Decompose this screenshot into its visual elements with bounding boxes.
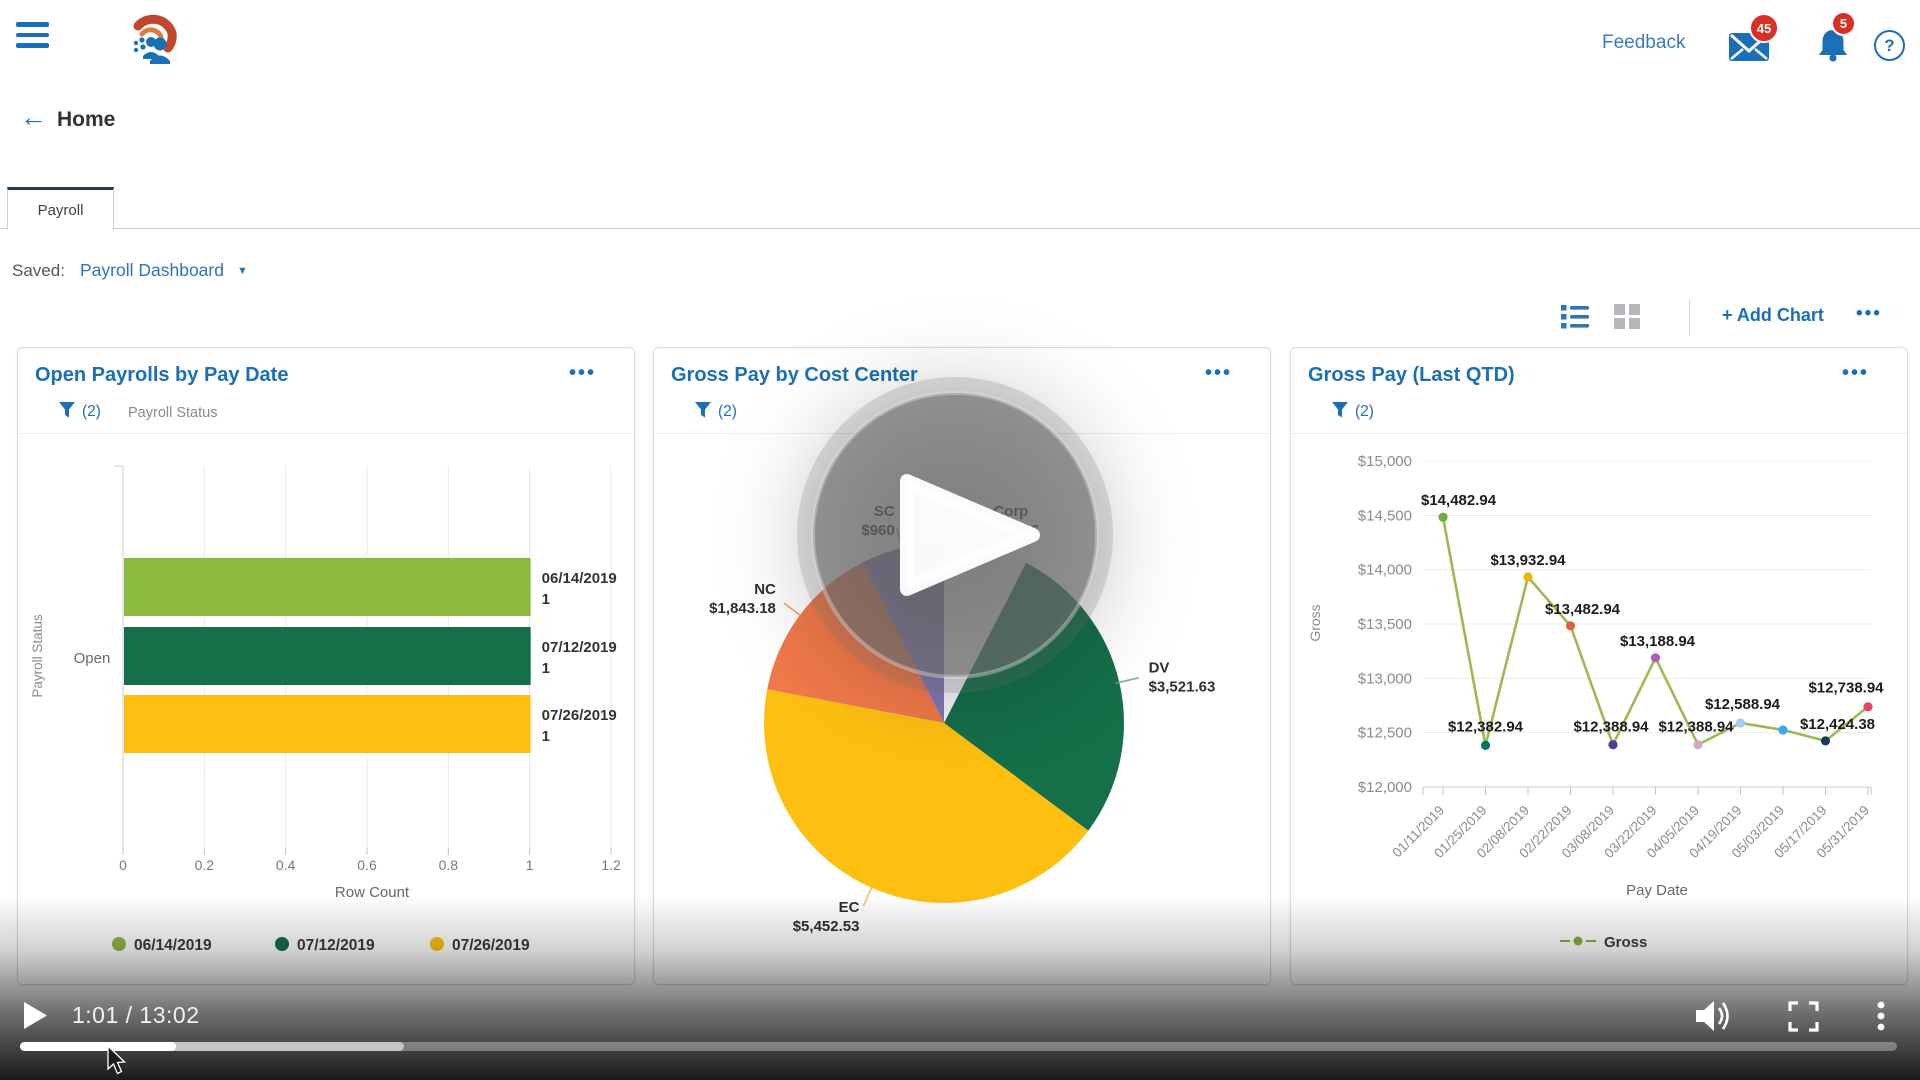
- filter-count: (2): [1355, 403, 1374, 420]
- filter-funnel-icon: [59, 402, 75, 418]
- svg-text:Open: Open: [74, 650, 111, 667]
- page-title: Home: [57, 108, 116, 131]
- messages-count-badge: 45: [1749, 13, 1779, 43]
- line-chart: $15,000 $14,500 $14,000 $13,500 $13,000 $12,5…: [1307, 453, 1884, 951]
- svg-text:$13,482.94: $13,482.94: [1545, 601, 1621, 618]
- video-progress-bar[interactable]: [20, 1042, 1897, 1051]
- svg-text:Gross: Gross: [1604, 934, 1647, 951]
- bar-chart: 0 0.2 0.4 0.6 0.8 1 1.2 06/14/2019 1 07/12/2019 1 0…: [30, 465, 621, 954]
- saved-dashboard-dropdown[interactable]: Payroll Dashboard: [80, 260, 224, 280]
- filter-count: (2): [718, 403, 737, 420]
- svg-text:1: 1: [542, 591, 550, 608]
- svg-text:$13,000: $13,000: [1358, 670, 1412, 687]
- chart-card-open-payrolls: 0 0.2 0.4 0.6 0.8 1 1.2 06/14/2019 1 07/12/2019 1 0…: [17, 347, 635, 985]
- card-more-menu[interactable]: •••: [1841, 362, 1869, 384]
- card-divider: [18, 433, 634, 434]
- svg-text:$14,500: $14,500: [1358, 507, 1412, 524]
- svg-text:1.2: 1.2: [601, 857, 621, 873]
- video-time-display: 1:01 / 13:02: [72, 1002, 200, 1028]
- hamburger-menu-icon[interactable]: [16, 22, 49, 49]
- svg-text:$12,424.38: $12,424.38: [1800, 716, 1875, 733]
- card-title: Gross Pay (Last QTD): [1308, 364, 1515, 386]
- feedback-link[interactable]: Feedback: [1602, 32, 1686, 53]
- list-view-icon[interactable]: [1561, 304, 1589, 335]
- filter-count: (2): [82, 403, 101, 420]
- svg-text:06/14/2019: 06/14/2019: [134, 937, 212, 954]
- svg-text:$12,388.94: $12,388.94: [1658, 719, 1734, 736]
- tab-payroll[interactable]: Payroll: [7, 187, 114, 230]
- card-more-menu[interactable]: •••: [568, 362, 596, 384]
- svg-text:Gross: Gross: [1307, 604, 1323, 641]
- svg-text:0.8: 0.8: [439, 857, 459, 873]
- svg-text:1: 1: [542, 728, 550, 745]
- svg-text:1: 1: [526, 857, 534, 873]
- svg-text:$12,000: $12,000: [1358, 779, 1412, 796]
- chevron-down-icon[interactable]: ▼: [237, 265, 248, 277]
- svg-text:$12,500: $12,500: [1358, 725, 1412, 742]
- svg-text:07/12/2019: 07/12/2019: [542, 639, 617, 656]
- svg-text:$5,452.53: $5,452.53: [793, 918, 860, 935]
- svg-text:$13,188.94: $13,188.94: [1620, 633, 1696, 650]
- filter-funnel-icon: [1332, 402, 1348, 418]
- mouse-cursor: [104, 1044, 130, 1080]
- toolbar-divider: [1689, 300, 1690, 336]
- svg-text:$12,738.94: $12,738.94: [1808, 680, 1884, 697]
- app-logo[interactable]: [124, 10, 180, 73]
- card-title: Open Payrolls by Pay Date: [35, 364, 289, 386]
- grid-view-icon[interactable]: [1614, 304, 1642, 335]
- svg-text:Row Count: Row Count: [335, 884, 410, 901]
- video-more-menu-icon[interactable]: [1876, 1001, 1886, 1036]
- svg-text:0.4: 0.4: [276, 857, 296, 873]
- card-divider: [1291, 433, 1907, 434]
- add-chart-button[interactable]: + Add Chart: [1722, 305, 1824, 325]
- svg-text:0: 0: [119, 857, 127, 873]
- notifications-count-badge: 5: [1831, 11, 1856, 36]
- filter-control[interactable]: (2) Payroll Status: [58, 402, 217, 424]
- notifications-bell-icon[interactable]: [1816, 27, 1850, 69]
- chart-card-gross-pay-qtd: $15,000 $14,500 $14,000 $13,500 $13,000 $12,5…: [1290, 347, 1908, 985]
- svg-text:$15,000: $15,000: [1358, 453, 1412, 470]
- filter-control[interactable]: (2): [1331, 402, 1374, 424]
- volume-icon[interactable]: [1692, 998, 1734, 1039]
- svg-text:Payroll Status: Payroll Status: [30, 614, 45, 698]
- progress-played: [20, 1042, 176, 1051]
- filter-control[interactable]: (2): [694, 402, 737, 424]
- filter-funnel-icon: [695, 402, 711, 418]
- card-more-menu[interactable]: •••: [1204, 362, 1232, 384]
- svg-text:$12,382.94: $12,382.94: [1448, 718, 1524, 735]
- fullscreen-icon[interactable]: [1788, 1001, 1819, 1037]
- svg-text:DV: DV: [1149, 660, 1170, 677]
- video-play-button-overlay[interactable]: [765, 345, 1145, 725]
- svg-text:$3,521.63: $3,521.63: [1149, 679, 1216, 696]
- plus-icon: +: [1722, 305, 1733, 325]
- svg-text:$1,843.18: $1,843.18: [709, 600, 776, 617]
- video-play-icon[interactable]: [24, 1002, 47, 1034]
- tabbar-divider: [0, 228, 1920, 229]
- svg-text:$14,482.94: $14,482.94: [1421, 492, 1497, 509]
- svg-text:$13,500: $13,500: [1358, 616, 1412, 633]
- svg-text:07/12/2019: 07/12/2019: [297, 937, 375, 954]
- svg-text:NC: NC: [754, 581, 776, 598]
- svg-text:07/26/2019: 07/26/2019: [542, 707, 617, 724]
- saved-label: Saved:: [12, 261, 65, 280]
- back-arrow-icon[interactable]: ←: [20, 102, 47, 132]
- card-title: Gross Pay by Cost Center: [671, 364, 918, 386]
- help-icon[interactable]: ?: [1874, 30, 1905, 61]
- svg-text:Pay Date: Pay Date: [1626, 882, 1688, 899]
- svg-text:06/14/2019: 06/14/2019: [542, 570, 617, 587]
- svg-text:07/26/2019: 07/26/2019: [452, 937, 530, 954]
- svg-text:$12,588.94: $12,588.94: [1705, 696, 1781, 713]
- svg-text:EC: EC: [839, 899, 860, 916]
- svg-text:0.2: 0.2: [195, 857, 215, 873]
- svg-text:1: 1: [542, 660, 550, 677]
- filter-description: Payroll Status: [128, 405, 218, 421]
- dashboard-more-menu[interactable]: •••: [1856, 303, 1882, 324]
- svg-text:$13,932.94: $13,932.94: [1490, 552, 1566, 569]
- svg-text:$12,388.94: $12,388.94: [1573, 719, 1649, 736]
- svg-text:$14,000: $14,000: [1358, 562, 1412, 579]
- svg-text:0.6: 0.6: [357, 857, 377, 873]
